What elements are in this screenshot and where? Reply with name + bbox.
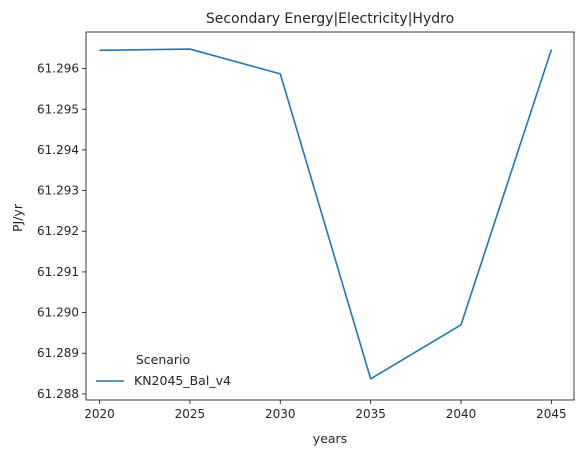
y-tick-label: 61.294 <box>37 143 79 157</box>
x-axis-title: years <box>313 431 347 446</box>
x-tick-label: 2045 <box>536 407 567 421</box>
legend-title: Scenario <box>136 352 190 367</box>
y-tick-label: 61.293 <box>37 184 79 198</box>
x-tick-label: 2020 <box>84 407 115 421</box>
y-tick-label: 61.291 <box>37 265 79 279</box>
y-tick-label: 61.290 <box>37 306 79 320</box>
y-tick-label: 61.289 <box>37 346 79 360</box>
x-tick-label: 2035 <box>355 407 386 421</box>
series-line-0 <box>99 48 553 380</box>
x-tick-label: 2025 <box>175 407 206 421</box>
chart-title: Secondary Energy|Electricity|Hydro <box>206 11 454 27</box>
y-tick-label: 61.292 <box>37 224 79 238</box>
x-tick-label: 2040 <box>446 407 477 421</box>
plot-frame <box>85 31 575 401</box>
y-axis-title: PJ/yr <box>10 203 25 232</box>
legend-label: KN2045_Bal_v4 <box>134 373 231 388</box>
x-tick-label: 2030 <box>265 407 296 421</box>
y-tick-label: 61.295 <box>37 102 79 116</box>
y-tick-label: 61.288 <box>37 387 79 401</box>
y-tick-label: 61.296 <box>37 62 79 76</box>
